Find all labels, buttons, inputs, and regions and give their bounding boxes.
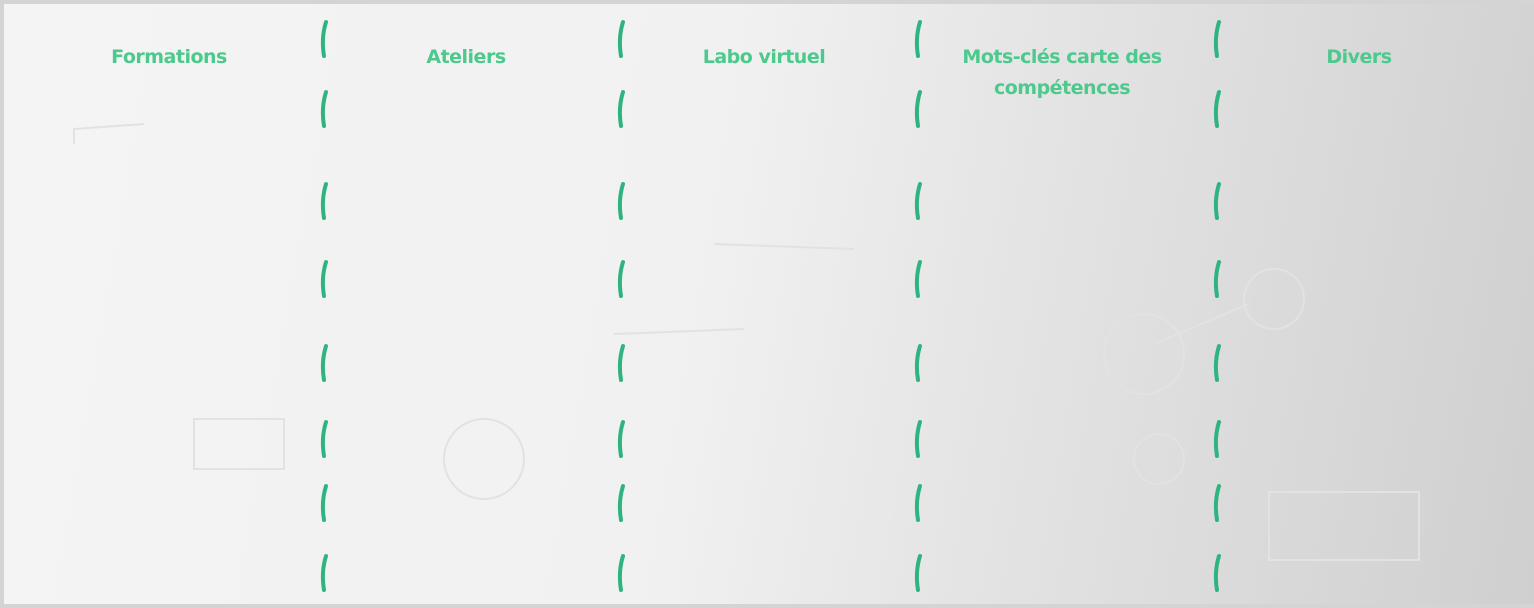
divider-stroke: [320, 344, 328, 382]
column-divider: [1213, 20, 1221, 592]
divider-stroke: [1213, 344, 1221, 382]
divider-stroke: [320, 420, 328, 458]
divider-stroke: [1213, 182, 1221, 220]
divider-stroke: [914, 182, 922, 220]
divider-stroke: [617, 554, 625, 592]
column-divider: [320, 20, 328, 592]
divider-stroke: [1213, 420, 1221, 458]
divider-stroke: [617, 90, 625, 128]
divider-stroke: [320, 20, 328, 58]
divider-stroke: [914, 420, 922, 458]
column-title: Ateliers: [426, 46, 506, 68]
column-divider: [914, 20, 922, 592]
divider-stroke: [914, 90, 922, 128]
divider-stroke: [617, 484, 625, 522]
divider-stroke: [320, 260, 328, 298]
divider-stroke: [320, 484, 328, 522]
column-title: Labo virtuel: [702, 46, 826, 68]
divider-stroke: [1213, 20, 1221, 58]
column-title: Formations: [111, 46, 227, 68]
divider-stroke: [1213, 260, 1221, 298]
column-divider: [617, 20, 625, 592]
divider-stroke: [320, 90, 328, 128]
divider-stroke: [617, 260, 625, 298]
divider-stroke: [1213, 554, 1221, 592]
column-title: Divers: [1326, 46, 1392, 68]
divider-stroke: [617, 344, 625, 382]
column-title: Mots-clés carte des compétences: [962, 46, 1162, 99]
divider-stroke: [1213, 484, 1221, 522]
divider-stroke: [320, 554, 328, 592]
divider-stroke: [617, 20, 625, 58]
divider-stroke: [914, 554, 922, 592]
divider-stroke: [914, 20, 922, 58]
divider-stroke: [617, 420, 625, 458]
background-sketch: [73, 123, 1420, 561]
divider-stroke: [320, 182, 328, 220]
divider-stroke: [914, 344, 922, 382]
divider-stroke: [914, 260, 922, 298]
divider-stroke: [1213, 90, 1221, 128]
divider-stroke: [617, 182, 625, 220]
divider-stroke: [914, 484, 922, 522]
